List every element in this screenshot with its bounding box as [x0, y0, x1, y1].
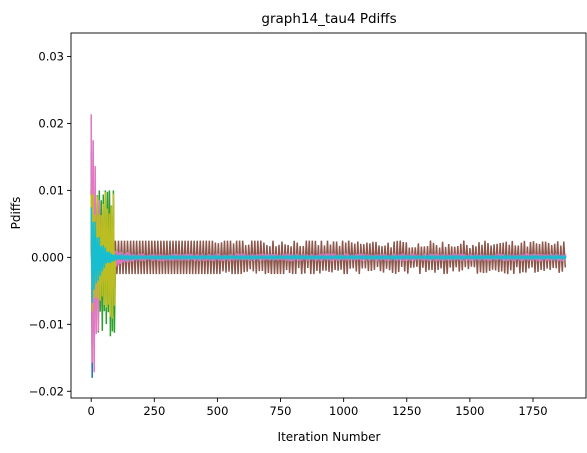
- y-axis-label: Pdiffs: [9, 197, 23, 230]
- y-tick-label: −0.02: [29, 384, 64, 398]
- y-tick-label: 0.000: [31, 250, 64, 264]
- x-tick-label: 250: [143, 404, 165, 418]
- x-tick-label: 1750: [518, 404, 547, 418]
- y-tick-label: 0.03: [38, 49, 64, 63]
- axes-frame: [70, 32, 587, 399]
- y-tick-label: 0.01: [38, 183, 64, 197]
- x-tick-label: 1000: [329, 404, 358, 418]
- x-tick-label: 1500: [455, 404, 484, 418]
- chart-title: graph14_tau4 Pdiffs: [261, 11, 396, 27]
- y-tick-label: −0.01: [29, 317, 64, 331]
- x-tick-label: 1250: [392, 404, 421, 418]
- series-group: [90, 114, 567, 378]
- y-tick-label: 0.02: [38, 116, 64, 130]
- x-tick-label: 500: [206, 404, 228, 418]
- x-axis-label: Iteration Number: [278, 430, 381, 444]
- x-tick-label: 0: [88, 404, 95, 418]
- plot-area: 0 250 500 750 1000 1250 1500 1750 −0.02 −0.01 0.00…: [29, 32, 587, 418]
- x-tick-label: 750: [270, 404, 292, 418]
